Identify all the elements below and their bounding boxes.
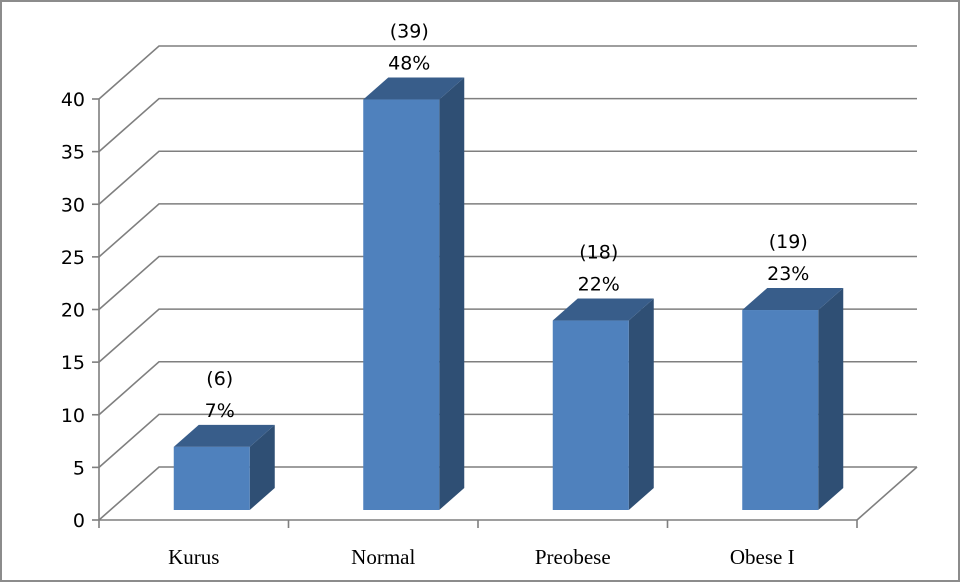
bar-side-face xyxy=(439,77,465,511)
axis-layer xyxy=(92,98,918,528)
y-tick-label: 40 xyxy=(61,89,85,111)
y-tick-label: 15 xyxy=(61,352,85,374)
y-tick-label: 10 xyxy=(61,405,85,427)
data-label-count: (39) xyxy=(390,21,429,43)
data-label-count: (18) xyxy=(579,242,618,264)
gridline-40 xyxy=(98,45,917,100)
gridline-10 xyxy=(98,360,917,416)
floor-right-edge xyxy=(856,466,918,521)
bar-front-face xyxy=(363,99,440,511)
grid-layer xyxy=(98,45,917,521)
y-tick-label: 5 xyxy=(73,457,85,479)
gridline-30 xyxy=(98,150,917,205)
bar-normal xyxy=(363,77,465,511)
gridline-25 xyxy=(98,203,917,258)
bar-front-face xyxy=(173,446,250,510)
data-label-percent: 22% xyxy=(578,274,620,296)
bar-layer xyxy=(173,77,844,511)
bar-side-face xyxy=(628,298,654,510)
x-tick-label: Preobese xyxy=(535,545,611,569)
x-tick-label: Kurus xyxy=(168,545,219,569)
y-tick-label: 35 xyxy=(61,142,85,164)
bar-top-face xyxy=(552,298,654,321)
data-label-count: (6) xyxy=(206,368,233,390)
label-layer: 0 5 10 15 20 25 30 35 40 (6) 7% Kurus (39) 48% Normal (… xyxy=(61,21,810,569)
bar-top-face xyxy=(742,288,844,311)
y-tick-label: 0 xyxy=(73,510,85,532)
gridline-35 xyxy=(98,97,917,153)
data-label-percent: 7% xyxy=(205,400,235,422)
bar-side-face xyxy=(249,424,275,510)
data-label-count: (19) xyxy=(769,231,808,253)
bar-side-face xyxy=(818,288,844,510)
bar-preobese xyxy=(552,298,654,510)
data-label-percent: 23% xyxy=(767,263,809,285)
y-tick-label: 30 xyxy=(61,194,85,216)
bar-front-face xyxy=(552,320,629,510)
gridline-0 xyxy=(98,466,917,521)
bar-front-face xyxy=(742,310,819,510)
bar-top-face xyxy=(363,77,465,100)
x-tick-label: Obese I xyxy=(730,545,795,569)
gridline-5 xyxy=(98,413,917,468)
y-tick-label: 20 xyxy=(61,300,85,322)
x-tick-label: Normal xyxy=(351,545,415,569)
data-label-percent: 48% xyxy=(388,53,430,75)
bar-kurus xyxy=(173,424,275,510)
gridline-20 xyxy=(98,255,917,311)
bar-obese-i xyxy=(742,288,844,510)
bar-top-face xyxy=(173,424,275,447)
gridline-15 xyxy=(98,308,917,363)
y-tick-label: 25 xyxy=(61,247,85,269)
